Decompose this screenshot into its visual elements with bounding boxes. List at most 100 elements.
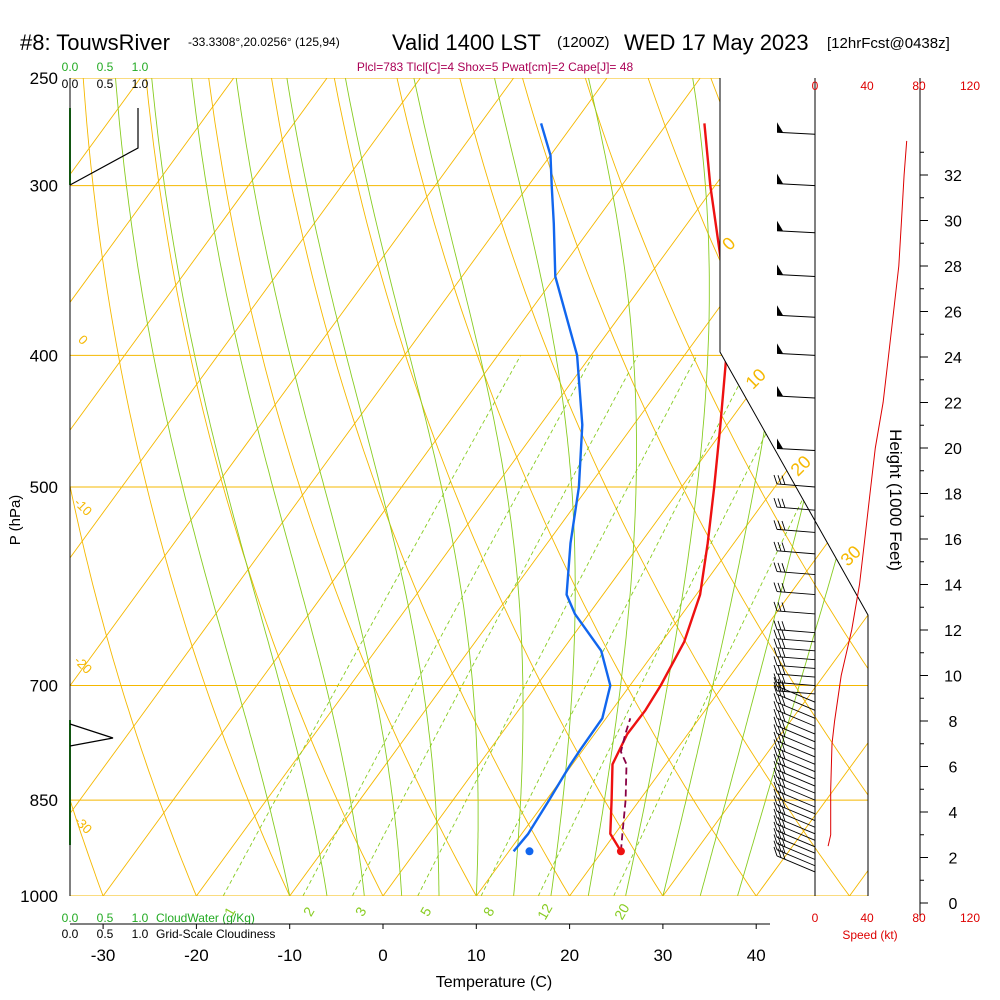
height-tick-label: 26 — [944, 305, 962, 322]
temperature-tick-label: 0 — [378, 946, 387, 965]
wind-barb — [773, 673, 816, 686]
wind-barb — [773, 808, 816, 835]
cloudwater-tick-bottom: 1.0 — [132, 911, 149, 925]
cloudiness-tick-bottom: 0.5 — [97, 927, 114, 941]
height-tick-label: 12 — [944, 623, 962, 640]
dry-adiabat-line — [70, 78, 210, 896]
isotherm-line — [70, 78, 345, 896]
cloudwater-tick-top: 0.0 — [62, 60, 79, 74]
isotherm-label: 0 — [75, 332, 91, 348]
dry-adiabat-line — [70, 78, 115, 896]
speed-tick-top: 0 — [812, 79, 819, 93]
indices-line: Plcl=783 Tlcl[C]=4 Shox=5 Pwat[cm]=2 Cap… — [357, 60, 634, 74]
wind-barb — [773, 647, 816, 661]
station-title: #8: TouwsRiver — [20, 30, 170, 55]
height-tick-label: 32 — [944, 168, 962, 185]
mixing-ratio-label: 3 — [352, 904, 370, 919]
speed-tick-bottom: 0 — [812, 911, 819, 925]
cloudwater-tick-bottom: 0.0 — [62, 911, 79, 925]
height-tick-label: 22 — [944, 396, 962, 413]
wind-barb — [773, 802, 816, 828]
wind-barb — [773, 828, 816, 854]
dry-adiabat-label: 30 — [837, 542, 865, 570]
wind-barb — [776, 122, 816, 135]
wind-barb — [773, 821, 816, 848]
wind-barb — [773, 815, 816, 841]
cloudiness-tick-top: 0.5 — [97, 77, 114, 91]
wind-barb — [773, 731, 816, 758]
height-tick-label: 0 — [949, 896, 958, 913]
dry-adiabat-line — [825, 78, 868, 896]
wind-barb — [773, 664, 816, 678]
dry-adiabat-label: 0 — [718, 233, 739, 254]
speed-tick-bottom: 120 — [960, 911, 980, 925]
mixing-ratio-line — [537, 355, 806, 896]
wind-barb — [776, 220, 816, 234]
isotherm-line — [70, 78, 625, 896]
forecast-date: WED 17 May 2023 — [624, 30, 809, 55]
temperature-tick-label: 20 — [560, 946, 579, 965]
dry-adiabat-label: 10 — [742, 365, 770, 393]
dry-adiabat-line — [0, 54, 19, 925]
speed-tick-top: 120 — [960, 79, 980, 93]
utc-time: (1200Z) — [557, 34, 610, 51]
surface-temperature-dot — [616, 847, 625, 856]
temperature-tick-label: 30 — [653, 946, 672, 965]
wind-barb — [776, 438, 816, 451]
wind-barb — [773, 693, 816, 719]
dry-adiabat-line — [453, 78, 868, 896]
height-tick-label: 20 — [944, 441, 962, 458]
mixing-ratio-line — [302, 355, 594, 896]
wind-barb — [773, 677, 816, 703]
isotherm-label: -10 — [71, 495, 95, 519]
wind-barb — [773, 520, 816, 533]
isotherm-label: -30 — [71, 813, 95, 837]
height-axis-label: Height (1000 Feet) — [886, 429, 905, 571]
mixing-ratio-label: 5 — [417, 904, 435, 919]
dry-adiabat-line — [391, 78, 777, 896]
sounding-profiles — [512, 123, 728, 856]
wind-barb — [773, 656, 816, 669]
wind-barb — [773, 739, 816, 765]
isotherm-line — [641, 78, 868, 896]
mixing-ratio-line — [613, 355, 868, 896]
dewpoint-profile — [512, 123, 612, 853]
height-tick-label: 10 — [944, 669, 962, 686]
surface-dewpoint-dot — [525, 847, 534, 856]
height-tick-label: 14 — [944, 578, 962, 595]
isotherm-line — [70, 78, 532, 896]
wind-barb — [773, 620, 816, 634]
cloudiness-tick-bottom: 1.0 — [132, 927, 149, 941]
wind-barb — [773, 788, 816, 815]
height-tick-label: 28 — [944, 259, 962, 276]
moist-adiabat-line — [151, 78, 328, 896]
isotherm-line — [548, 78, 868, 896]
wind-barb — [773, 724, 816, 750]
temperature-tick-label: -20 — [184, 946, 209, 965]
temperature-tick-label: 10 — [467, 946, 486, 965]
temperature-tick-label: -10 — [277, 946, 302, 965]
wind-barb — [776, 386, 816, 399]
mixing-ratio-label: 12 — [534, 901, 556, 923]
isotherm-line — [734, 78, 868, 896]
height-tick-label: 18 — [944, 487, 962, 504]
isotherm-line — [70, 78, 252, 896]
wind-barb — [773, 840, 816, 867]
wind-barb — [773, 834, 816, 860]
wind-barb — [773, 474, 816, 488]
cloudiness-profile — [69, 108, 139, 186]
wind-barb — [776, 173, 816, 187]
wind-barb — [773, 795, 816, 821]
pressure-tick-label: 400 — [30, 346, 58, 365]
mixing-ratio-label: 20 — [611, 901, 633, 923]
pressure-tick-label: 250 — [30, 69, 58, 88]
wind-barb — [773, 746, 816, 773]
pressure-tick-label: 500 — [30, 478, 58, 497]
moist-adiabat-line — [191, 78, 365, 896]
wind-barb — [773, 629, 816, 643]
wind-barb — [773, 541, 816, 555]
cloudiness-profile — [69, 723, 114, 747]
station-coords: -33.3308°,20.0256° (125,94) — [188, 35, 340, 49]
wind-barb — [773, 781, 816, 808]
height-tick-label: 16 — [944, 532, 962, 549]
